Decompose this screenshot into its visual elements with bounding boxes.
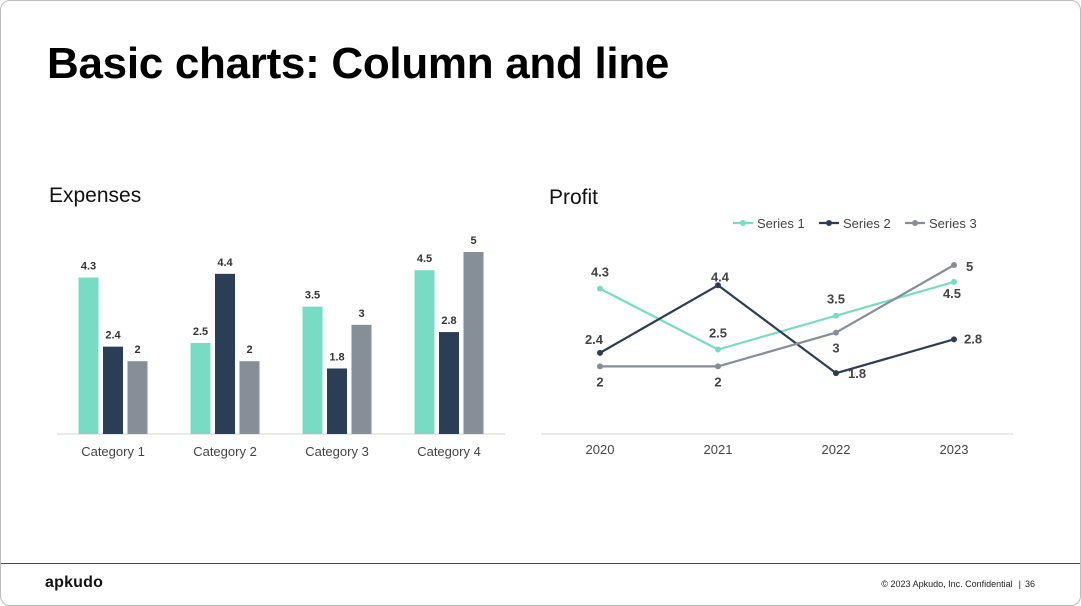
bar <box>239 361 260 434</box>
x-tick-label: 2023 <box>940 442 969 457</box>
data-label: 4.5 <box>943 286 961 301</box>
profit-chart-title: Profit <box>549 186 599 209</box>
data-point <box>833 312 839 319</box>
x-tick-label: 2021 <box>704 442 733 457</box>
series-line <box>599 280 955 351</box>
bar <box>327 368 347 434</box>
data-label: 3.5 <box>827 292 845 307</box>
data-label: 4.4 <box>711 269 730 284</box>
data-point <box>715 282 721 289</box>
bar <box>302 306 323 434</box>
legend-marker <box>912 220 918 226</box>
legend-marker <box>826 220 832 226</box>
data-label: 2.8 <box>964 331 982 346</box>
data-label: 2.4 <box>585 332 604 347</box>
data-label: 2 <box>596 374 603 389</box>
bar <box>351 324 372 434</box>
data-label: 4.3 <box>591 265 609 280</box>
footer-divider <box>1 563 1080 564</box>
data-label: 2 <box>246 344 252 356</box>
series-line <box>599 284 955 375</box>
data-label: 4.4 <box>217 257 233 269</box>
data-label: 3 <box>358 308 364 320</box>
legend-label: Series 3 <box>929 216 977 231</box>
bar <box>190 343 211 434</box>
legend-label: Series 2 <box>843 216 891 231</box>
data-point <box>833 370 839 377</box>
data-label: 1.8 <box>848 366 866 381</box>
bar <box>127 361 148 434</box>
x-tick-label: 2020 <box>586 442 615 457</box>
legend-marker <box>740 220 746 226</box>
data-label: 2 <box>134 344 140 356</box>
series-line <box>600 264 955 368</box>
data-label: 4.5 <box>417 253 432 265</box>
data-label: 3 <box>832 341 839 356</box>
data-point <box>833 329 839 336</box>
bar <box>414 270 435 434</box>
data-point <box>951 262 957 268</box>
copyright-text: © 2023 Apkudo, Inc. Confidential <box>881 579 1013 589</box>
data-point <box>597 349 603 356</box>
expenses-chart-title: Expenses <box>49 184 142 207</box>
data-point <box>597 285 603 292</box>
page-number: 36 <box>1024 579 1035 589</box>
data-label: 5 <box>966 259 973 274</box>
data-label: 4.3 <box>81 260 96 272</box>
apkudo-logo: apkudo <box>45 574 104 591</box>
bar <box>439 332 459 434</box>
data-label: 2.5 <box>193 326 208 338</box>
bar <box>103 346 123 434</box>
x-tick-label: Category 1 <box>81 444 145 459</box>
data-label: 5 <box>470 235 476 247</box>
data-label: 2.4 <box>105 330 121 342</box>
data-label: 2.8 <box>441 315 456 327</box>
data-point <box>715 363 721 370</box>
footer: © 2023 Apkudo, Inc. Confidential | 36 <box>881 579 1035 589</box>
x-tick-label: Category 2 <box>193 444 257 459</box>
bar <box>78 277 99 434</box>
x-tick-label: Category 3 <box>305 444 369 459</box>
slide-title: Basic charts: Column and line <box>47 39 670 88</box>
data-point <box>951 336 957 343</box>
data-point <box>715 346 721 353</box>
x-tick-label: Category 4 <box>417 444 481 459</box>
data-label: 3.5 <box>305 290 320 302</box>
data-label: 1.8 <box>329 351 344 363</box>
data-label: 2 <box>714 374 721 389</box>
data-point <box>597 363 603 370</box>
bar <box>463 252 484 434</box>
footer-separator: | <box>1018 579 1021 589</box>
data-label: 2.5 <box>709 326 727 341</box>
data-point <box>951 278 957 285</box>
legend-label: Series 1 <box>757 216 805 231</box>
bar <box>215 273 235 434</box>
x-tick-label: 2022 <box>822 442 851 457</box>
